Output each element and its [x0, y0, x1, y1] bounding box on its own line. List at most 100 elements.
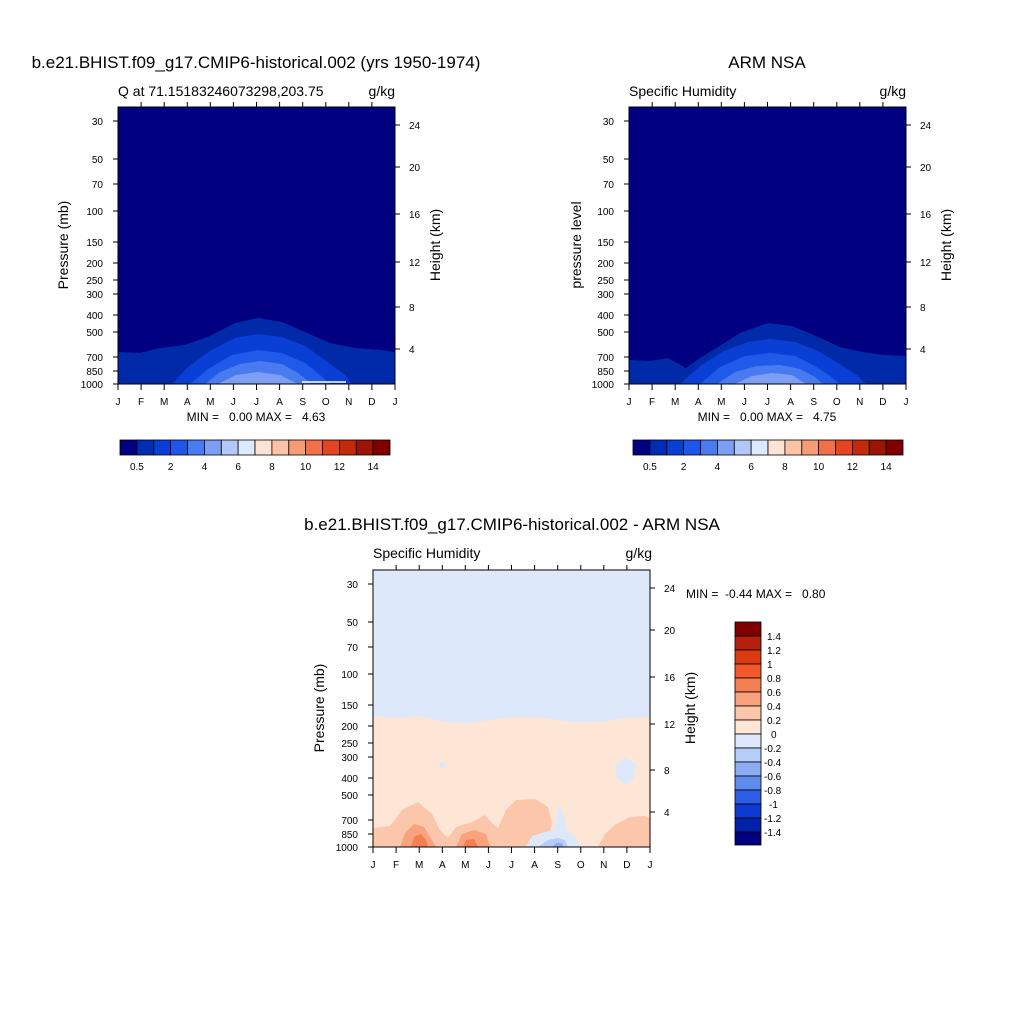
contour-fill-positive-0p6 — [411, 834, 428, 847]
colorbar-swatch — [237, 439, 256, 456]
colorbar-label: 0.6 — [767, 688, 781, 699]
contour-fill-level-5 — [735, 373, 806, 384]
x-tick-label: O — [577, 860, 585, 871]
colorbar-label: 0.4 — [767, 702, 781, 713]
height-tick-label: 16 — [920, 210, 932, 221]
y-tick-label: 400 — [341, 774, 358, 785]
colorbar-label: 14 — [881, 462, 893, 473]
x-tick-label: S — [299, 397, 306, 408]
colorbar-label: 1 — [767, 660, 773, 671]
panel-observation-colorbar — [632, 439, 904, 456]
panel-difference-contours — [373, 570, 650, 847]
panel-model-colorbar — [119, 439, 391, 456]
panel-observation: ARM NSA Specific Humidity g/kg J F M A M… — [568, 53, 954, 473]
colorbar-swatch — [136, 439, 155, 456]
panel-difference-x-tick-labels: J F M A M J J A S O N D J — [371, 860, 653, 871]
panel-observation-y-ticks — [624, 120, 629, 385]
y-tick-label: 300 — [86, 290, 103, 301]
x-tick-label: M — [461, 860, 469, 871]
panel-observation-min-max: MIN = 0.00 MAX = 4.75 — [698, 410, 837, 424]
y-tick-label: 850 — [341, 830, 358, 841]
x-tick-label: M — [671, 397, 679, 408]
colorbar-swatch — [649, 439, 668, 456]
height-tick-label: 4 — [664, 808, 670, 819]
panel-observation-units: g/kg — [880, 83, 906, 99]
panel-observation-title: ARM NSA — [728, 53, 806, 72]
x-tick-label: J — [509, 860, 514, 871]
colorbar-swatch — [666, 439, 685, 456]
x-tick-label: J — [904, 397, 909, 408]
panel-difference-left-subtitle: Specific Humidity — [373, 545, 480, 561]
panel-difference-ylabel: Pressure (mb) — [311, 664, 327, 753]
panel-observation-contours — [629, 107, 906, 384]
panel-difference-top-ticks — [395, 565, 628, 570]
colorbar-swatch — [632, 439, 651, 456]
panel-observation-x-tick-labels: J F M A M J J A S O N D J — [627, 397, 909, 408]
x-tick-label: M — [717, 397, 725, 408]
colorbar-label: 1.2 — [767, 646, 781, 657]
colorbar-label: 0.2 — [767, 716, 781, 727]
x-tick-label: J — [254, 397, 259, 408]
x-tick-label: J — [648, 860, 653, 871]
panel-model-right-tick-labels: 24 20 16 12 8 4 — [409, 121, 421, 356]
panel-observation-ylabel: pressure level — [568, 201, 584, 288]
colorbar-swatch — [734, 621, 762, 637]
x-tick-label: J — [393, 397, 398, 408]
colorbar-label: -0.4 — [764, 758, 782, 769]
height-tick-label: 12 — [920, 258, 932, 269]
x-tick-label: J — [765, 397, 770, 408]
height-tick-label: 16 — [664, 673, 676, 684]
colorbar-swatch — [734, 649, 762, 665]
height-tick-label: 8 — [920, 303, 926, 314]
panel-observation-top-ticks — [651, 102, 884, 107]
y-tick-label: 850 — [597, 367, 614, 378]
y-tick-label: 100 — [86, 207, 103, 218]
y-tick-label: 30 — [603, 117, 615, 128]
y-tick-label: 200 — [597, 259, 614, 270]
colorbar-label: 0.5 — [130, 462, 144, 473]
colorbar-swatch — [784, 439, 803, 456]
height-tick-label: 8 — [409, 303, 415, 314]
colorbar-label: 8 — [269, 462, 275, 473]
panel-difference-right-tick-labels: 24 20 16 12 8 4 — [664, 584, 676, 819]
colorbar-label: 10 — [813, 462, 825, 473]
x-tick-label: A — [439, 860, 446, 871]
panel-difference-y-tick-labels: 30 50 70 100 150 200 250 300 400 500 700… — [336, 580, 359, 854]
x-tick-label: A — [695, 397, 702, 408]
x-tick-label: S — [554, 860, 561, 871]
colorbar-label: 6 — [748, 462, 754, 473]
y-tick-label: 500 — [86, 328, 103, 339]
y-tick-label: 100 — [597, 207, 614, 218]
panel-model-ylabel: Pressure (mb) — [55, 201, 71, 290]
y-tick-label: 50 — [603, 155, 615, 166]
colorbar-swatch — [288, 439, 307, 456]
colorbar-swatch — [734, 831, 762, 846]
colorbar-swatch — [818, 439, 836, 456]
colorbar-swatch — [153, 439, 172, 456]
x-tick-label: J — [742, 397, 747, 408]
height-tick-label: 12 — [409, 258, 421, 269]
colorbar-swatch — [372, 439, 391, 456]
y-tick-label: 250 — [341, 739, 358, 750]
colorbar-swatch — [835, 439, 853, 456]
colorbar-swatch — [700, 439, 718, 456]
height-tick-label: 16 — [409, 210, 421, 221]
y-tick-label: 700 — [86, 353, 103, 364]
panel-observation-bottom-ticks — [628, 384, 907, 390]
colorbar-swatch — [717, 439, 735, 456]
y-tick-label: 150 — [86, 238, 103, 249]
x-tick-label: J — [486, 860, 491, 871]
colorbar-swatch — [733, 439, 752, 456]
panel-observation-colorbar-labels: 0.5 2 4 6 8 10 12 14 — [643, 462, 892, 473]
colorbar-label: 0.5 — [643, 462, 657, 473]
panel-model-left-subtitle: Q at 71.15183246073298,203.75 — [118, 83, 324, 99]
colorbar-swatch — [885, 439, 904, 456]
colorbar-swatch — [734, 747, 762, 763]
colorbar-swatch — [254, 439, 273, 456]
x-tick-label: M — [160, 397, 168, 408]
colorbar-label: 2 — [681, 462, 687, 473]
x-tick-label: J — [116, 397, 121, 408]
colorbar-swatch — [734, 677, 762, 693]
y-tick-label: 700 — [341, 816, 358, 827]
